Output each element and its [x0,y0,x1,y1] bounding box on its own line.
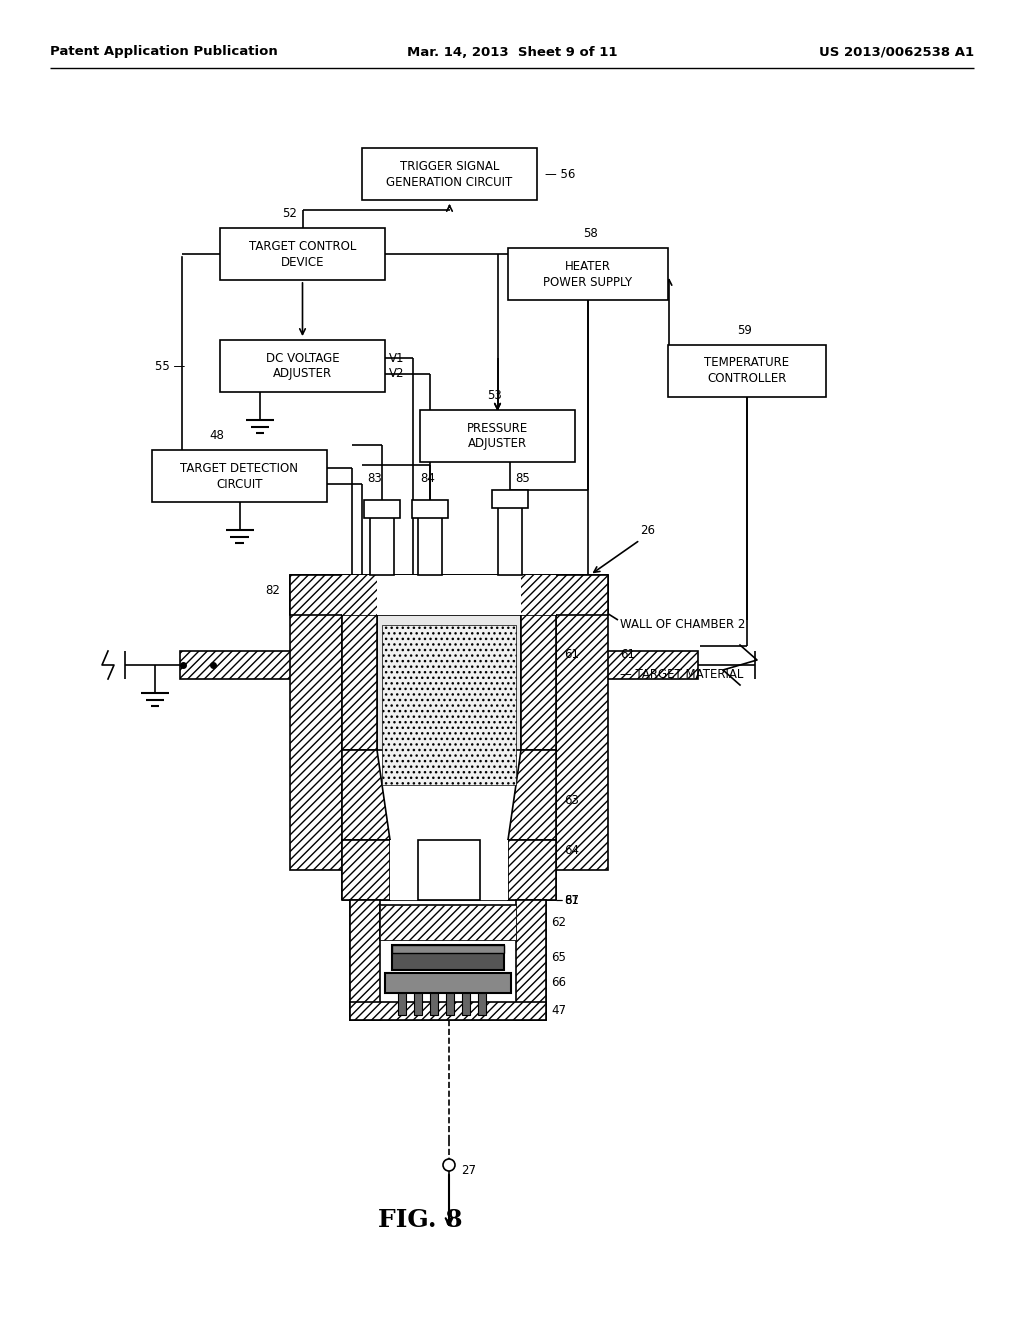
Text: V2: V2 [389,367,404,380]
Bar [420,411,575,462]
Bar [414,993,422,1015]
Bar [668,345,826,397]
Bar [220,341,385,392]
Bar [478,993,486,1015]
Text: 63: 63 [564,793,579,807]
Bar [370,515,394,576]
Bar [462,993,470,1015]
Bar [418,840,480,900]
Bar [412,500,449,517]
Text: 84: 84 [420,473,435,484]
Bar [152,450,327,502]
Text: 62: 62 [551,916,566,929]
Text: 81: 81 [564,894,579,907]
Text: 61: 61 [564,648,579,661]
Text: — TARGET MATERIAL: — TARGET MATERIAL [620,668,743,681]
Text: 27: 27 [461,1163,476,1176]
Bar [516,900,546,1020]
Text: 85: 85 [515,473,529,484]
Bar [556,576,608,870]
Bar [350,900,380,1020]
Bar [508,840,556,900]
Bar [220,228,385,280]
Bar [350,900,546,1020]
Text: 58: 58 [583,227,598,240]
Bar [290,576,342,870]
Bar [398,993,406,1015]
Text: 52: 52 [283,207,297,220]
Bar [364,500,400,517]
Text: Patent Application Publication: Patent Application Publication [50,45,278,58]
Text: 82: 82 [265,583,280,597]
Text: FIG. 8: FIG. 8 [378,1208,462,1232]
Bar [521,576,556,615]
Bar [508,248,668,300]
Bar [392,945,504,970]
Bar [342,840,390,900]
Text: WALL OF CHAMBER 2: WALL OF CHAMBER 2 [620,619,745,631]
Text: — 56: — 56 [545,168,575,181]
Bar [342,576,556,615]
Text: 83: 83 [367,473,382,484]
Text: US 2013/0062538 A1: US 2013/0062538 A1 [819,45,974,58]
Text: 61: 61 [620,648,635,661]
Text: 66: 66 [551,977,566,990]
Bar [380,906,516,940]
Bar [342,576,377,615]
Text: 26: 26 [640,524,655,536]
Polygon shape [342,750,390,840]
Text: V1: V1 [389,351,404,364]
Text: PRESSURE
ADJUSTER: PRESSURE ADJUSTER [467,421,528,450]
Bar [380,906,516,940]
Text: TARGET CONTROL
DEVICE: TARGET CONTROL DEVICE [249,239,356,268]
Bar [385,973,511,993]
Text: 48: 48 [210,429,224,442]
Bar [498,506,522,576]
Bar [290,576,608,615]
Bar [430,993,438,1015]
Text: Mar. 14, 2013  Sheet 9 of 11: Mar. 14, 2013 Sheet 9 of 11 [407,45,617,58]
Text: 53: 53 [487,389,502,403]
Text: 64: 64 [564,843,579,857]
Text: TEMPERATURE
CONTROLLER: TEMPERATURE CONTROLLER [705,356,790,385]
Text: 47: 47 [551,1003,566,1016]
Text: 55 —: 55 — [155,359,185,372]
Text: HEATER
POWER SUPPLY: HEATER POWER SUPPLY [544,260,633,289]
Bar [446,993,454,1015]
Bar [180,651,300,678]
Bar [342,615,377,750]
Bar [492,490,528,508]
Text: 67: 67 [564,894,579,907]
Bar [382,624,516,785]
Bar [578,651,698,678]
Text: 59: 59 [737,323,752,337]
Bar [480,840,508,900]
Bar [350,1002,546,1020]
Text: TRIGGER SIGNAL
GENERATION CIRCUIT: TRIGGER SIGNAL GENERATION CIRCUIT [386,160,513,189]
Bar [392,945,504,953]
Text: 65: 65 [551,950,566,964]
Text: DC VOLTAGE
ADJUSTER: DC VOLTAGE ADJUSTER [265,351,339,380]
Bar [521,615,556,750]
Polygon shape [508,750,556,840]
Bar [418,515,442,576]
Bar [377,615,521,750]
Bar [390,840,418,900]
Bar [362,148,537,201]
Text: TARGET DETECTION
CIRCUIT: TARGET DETECTION CIRCUIT [180,462,299,491]
